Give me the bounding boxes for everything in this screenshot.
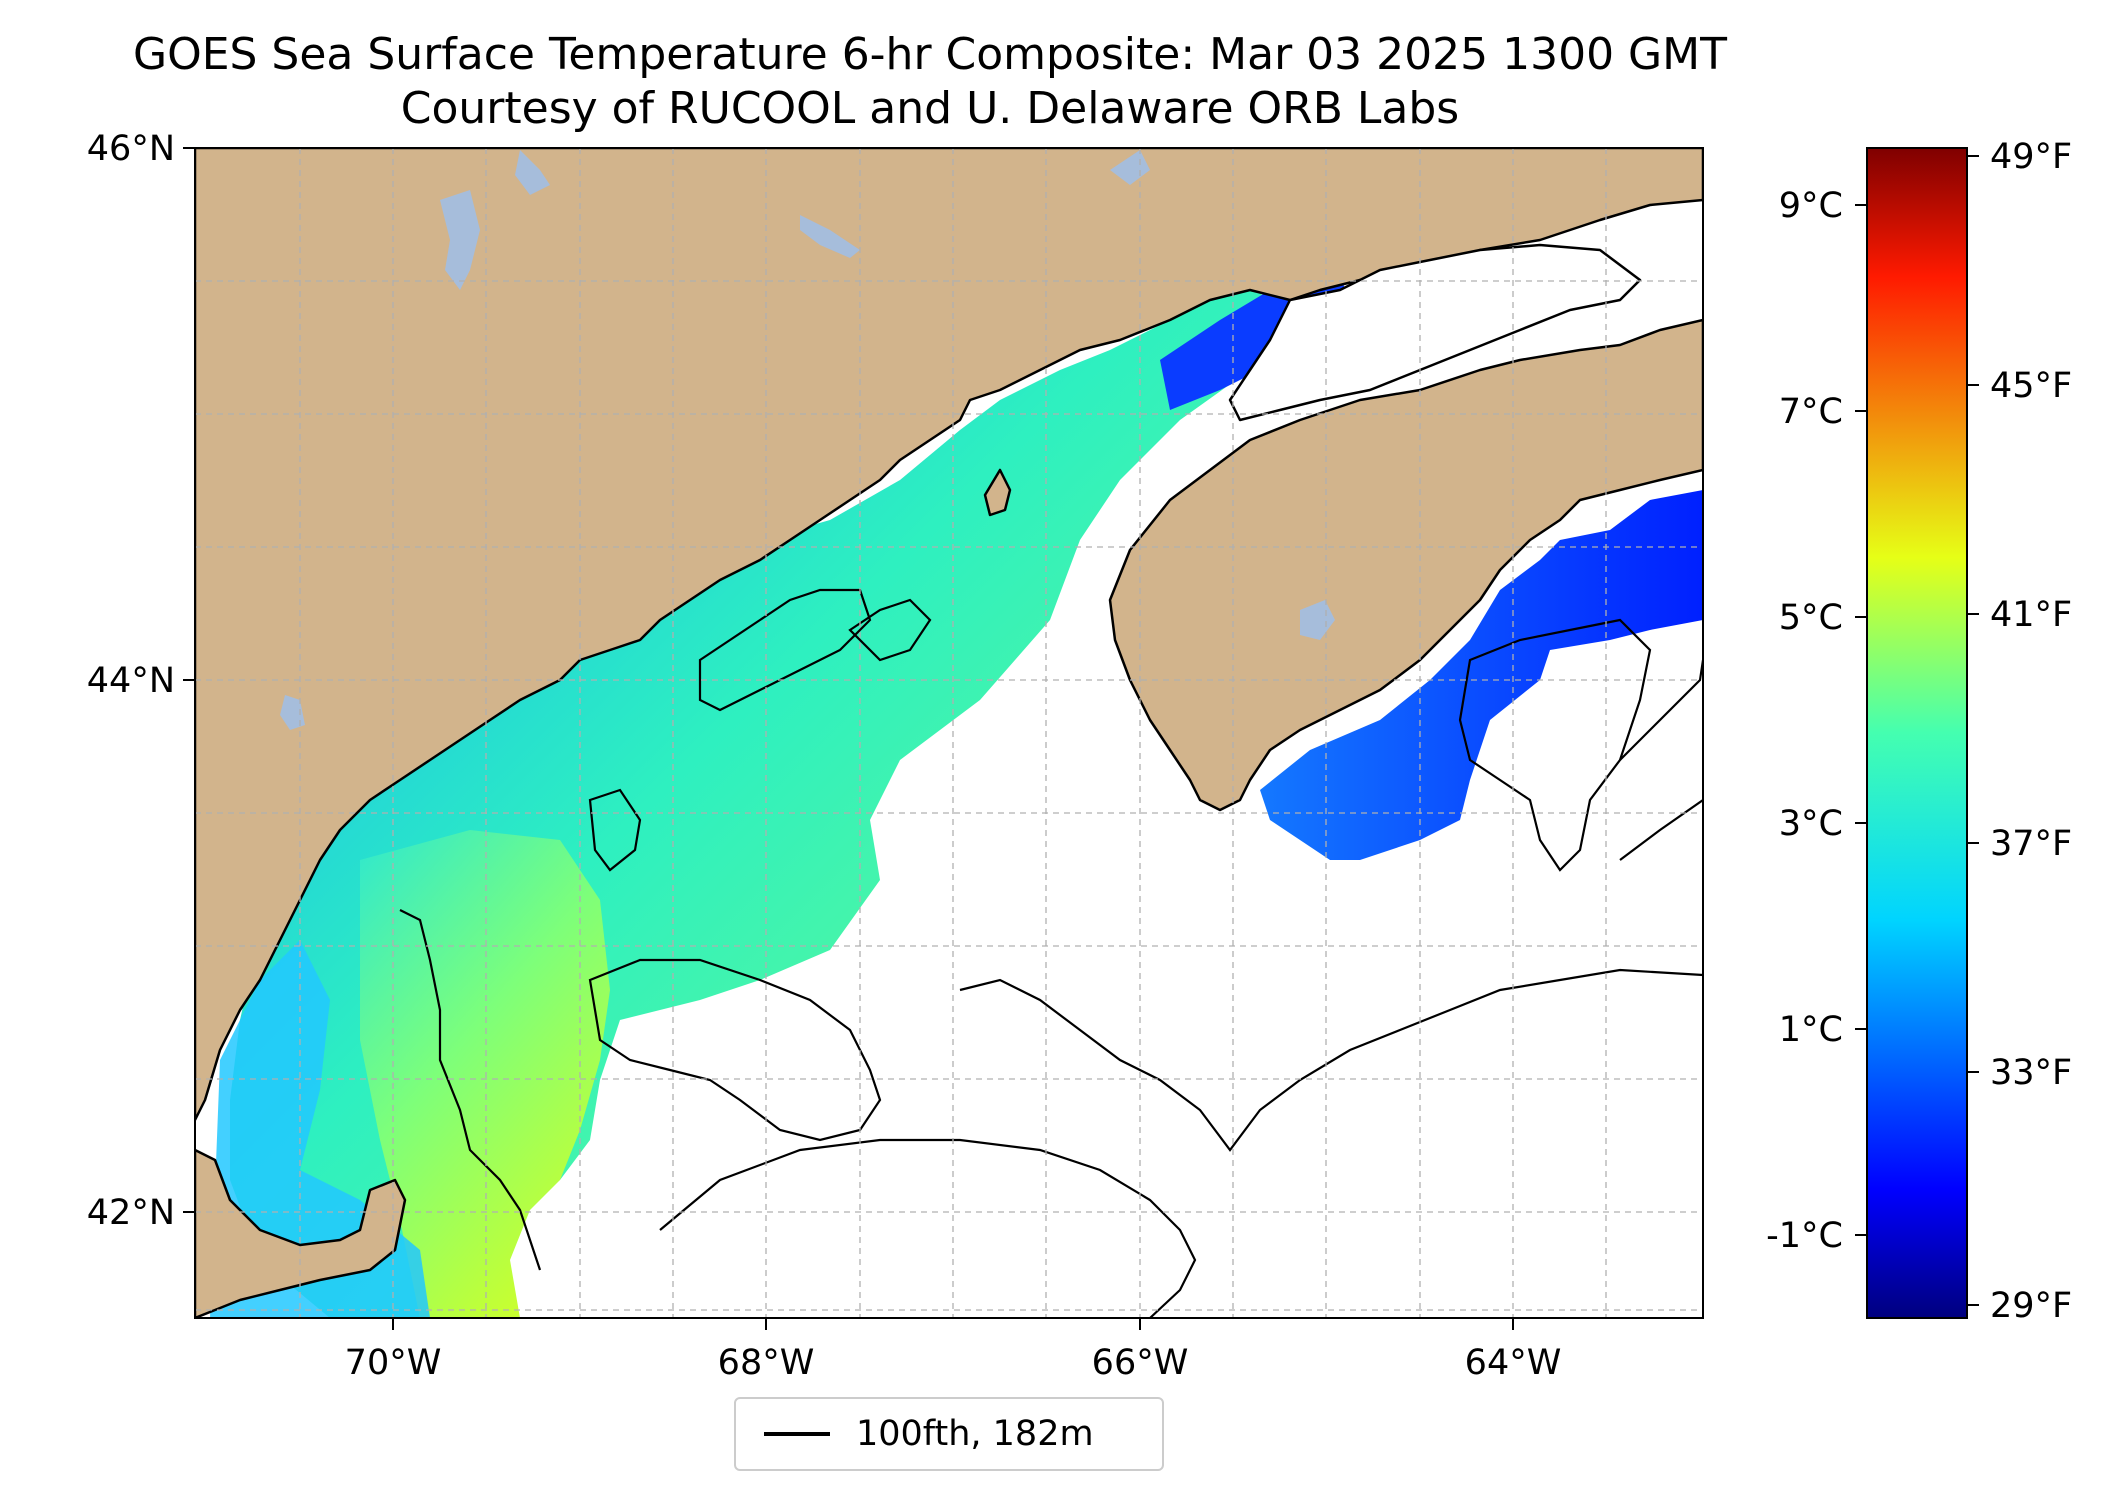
isobath-georges-bank bbox=[659, 1138, 1197, 1318]
isobath-emerald bbox=[1458, 618, 1652, 872]
graticule bbox=[195, 148, 1703, 1318]
cbar-c-neg1: -1°C bbox=[1766, 1216, 1843, 1256]
cbar-c-1: 1°C bbox=[1779, 1010, 1843, 1050]
land-maine-nb bbox=[195, 148, 1703, 1122]
lon-tick-64w: 64°W bbox=[1465, 1343, 1562, 1383]
title-line-2: Courtesy of RUCOOL and U. Delaware ORB L… bbox=[400, 83, 1460, 134]
map-title: GOES Sea Surface Temperature 6-hr Compos… bbox=[0, 28, 1860, 136]
isobath-100fth bbox=[399, 588, 1703, 1318]
cbar-c-7: 7°C bbox=[1779, 392, 1843, 432]
lake-sebago bbox=[280, 695, 305, 730]
isobath-eastern bbox=[1619, 659, 1703, 761]
legend-label: 100fth, 182m bbox=[856, 1414, 1094, 1454]
colorbar-ticks bbox=[1855, 155, 1979, 1306]
lake-grand bbox=[800, 215, 860, 258]
land-massachusetts bbox=[195, 1148, 407, 1318]
lon-tick-labels: 70°W 68°W 66°W 64°W bbox=[345, 1343, 1562, 1383]
map-frame bbox=[194, 147, 1704, 1319]
map-panel bbox=[195, 148, 1703, 1318]
cbar-f-37: 37°F bbox=[1990, 824, 2072, 864]
lake-nb bbox=[1110, 150, 1150, 185]
lon-tick-70w: 70°W bbox=[345, 1343, 442, 1383]
cbar-c-9: 9°C bbox=[1779, 186, 1843, 226]
isobath-ring-2 bbox=[848, 598, 932, 662]
cbar-f-33: 33°F bbox=[1990, 1053, 2072, 1093]
colorbar-gradient bbox=[1866, 147, 1968, 1319]
map-legend: 100fth, 182m bbox=[734, 1397, 1164, 1471]
lat-tick-44n: 44°N bbox=[87, 661, 175, 701]
cbar-c-3: 3°C bbox=[1779, 804, 1843, 844]
cbar-f-49: 49°F bbox=[1990, 137, 2072, 177]
lat-tick-42n: 42°N bbox=[87, 1193, 175, 1233]
isobath-eastern-2 bbox=[1619, 799, 1703, 861]
island-grand-manan bbox=[983, 468, 1012, 517]
cbar-f-41: 41°F bbox=[1990, 595, 2072, 635]
land bbox=[195, 148, 1703, 1318]
line-swatch-icon bbox=[764, 1432, 830, 1436]
lon-tick-68w: 68°W bbox=[718, 1343, 815, 1383]
isobath-jordan bbox=[698, 588, 872, 712]
cbar-f-45: 45°F bbox=[1990, 366, 2072, 406]
cbar-f-29: 29°F bbox=[1990, 1286, 2072, 1326]
cbar-c-5: 5°C bbox=[1779, 598, 1843, 638]
lake-moosehead bbox=[440, 190, 480, 290]
axis-ticks bbox=[183, 147, 1514, 1330]
lakes bbox=[280, 150, 1335, 730]
colorbar: 9°C 7°C 5°C 3°C 1°C -1°C 49°F 45°F 41°F … bbox=[1766, 137, 2072, 1326]
lon-tick-66w: 66°W bbox=[1092, 1343, 1189, 1383]
lake-chesuncook bbox=[515, 150, 550, 195]
isobath-ring-1 bbox=[588, 788, 642, 872]
lat-tick-labels: 46°N 44°N 42°N bbox=[87, 129, 175, 1233]
land-nova-scotia bbox=[1108, 318, 1703, 812]
lat-tick-46n: 46°N bbox=[87, 129, 175, 169]
title-line-1: GOES Sea Surface Temperature 6-hr Compos… bbox=[132, 29, 1727, 80]
sst-scotian-shelf bbox=[1260, 490, 1703, 860]
isobath-shelf-break bbox=[959, 968, 1703, 1152]
isobath-wilkinson bbox=[399, 909, 542, 1271]
sst-warm-lobe bbox=[360, 830, 610, 1318]
